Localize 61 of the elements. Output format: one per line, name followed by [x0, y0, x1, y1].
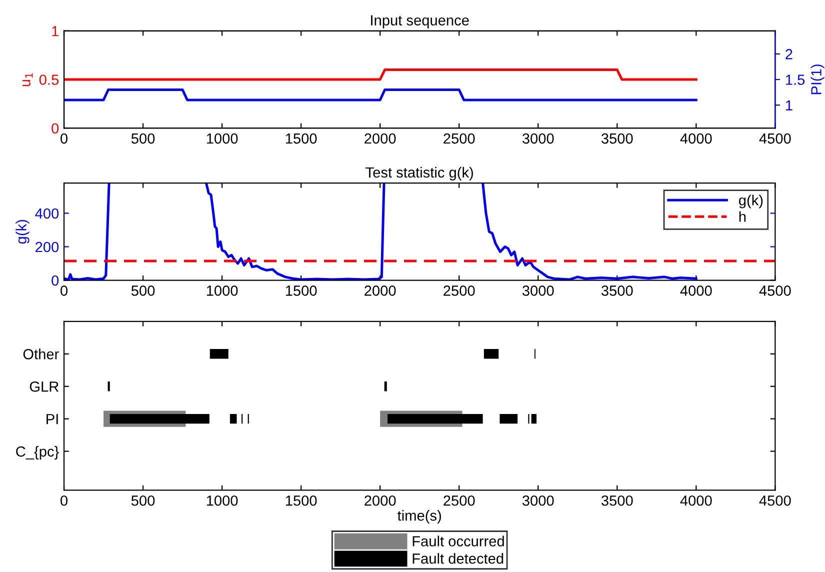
y-tick-label: GLR — [30, 381, 58, 392]
y-tick-label: 200 — [36, 242, 59, 252]
legend-label: Fault detected — [412, 553, 504, 564]
x-tick-label: 0 — [60, 286, 68, 296]
chart-title: Test statistic g(k) — [366, 166, 473, 181]
y-tick-label: C_{pc} — [16, 446, 59, 460]
bar — [388, 414, 483, 424]
y-tick-label: 0 — [52, 275, 59, 286]
y-tick-label: 0.5 — [39, 74, 59, 85]
x-tick-label: 3500 — [601, 133, 633, 144]
x-tick-label: 3000 — [522, 286, 554, 296]
x-tick-label: 4000 — [680, 133, 712, 144]
x-tick-label: 4000 — [680, 495, 712, 506]
bar — [384, 381, 387, 392]
x-tick-label: 1000 — [206, 495, 238, 506]
chart-title: Input sequence — [371, 15, 469, 28]
y2-tick-label: 1.5 — [786, 74, 805, 85]
y-axis-title: u$_{1}$ — [22, 73, 33, 86]
x-tick-label: 0 — [60, 495, 68, 506]
legend-label: g(k) — [739, 194, 763, 208]
x-tick-label: 1500 — [286, 286, 317, 296]
bar — [210, 349, 228, 359]
x-axis-title: time(s) — [398, 510, 441, 524]
y-tick-label: PI — [46, 414, 58, 424]
bar — [110, 414, 210, 424]
x-tick-label: 3000 — [522, 133, 554, 144]
x-tick-label: 2000 — [364, 133, 396, 144]
bar — [500, 414, 518, 424]
x-tick-label: 3000 — [522, 495, 554, 506]
x-tick-label: 1000 — [206, 133, 238, 144]
y-tick-label: 1 — [52, 26, 58, 36]
y2-tick-label: 1 — [786, 100, 792, 110]
x-tick-label: 2500 — [444, 133, 475, 144]
legend-label: Fault occurred — [412, 536, 504, 546]
x-tick-label: 500 — [131, 286, 155, 296]
x-tick-label: 500 — [131, 495, 155, 506]
x-tick-label: 2500 — [444, 286, 475, 296]
y2-tick-label: 2 — [786, 49, 792, 60]
x-tick-label: 0 — [60, 133, 68, 144]
y-tick-label: 0 — [52, 123, 59, 134]
x-tick-label: 2500 — [444, 495, 475, 506]
y-tick-label: Other — [23, 348, 59, 360]
bar — [230, 414, 237, 424]
y-axis-title: g(k) — [16, 220, 30, 244]
x-tick-label: 1000 — [206, 286, 238, 296]
legend-label: h — [739, 211, 746, 222]
y-tick-label: 400 — [35, 208, 59, 219]
x-tick-label: 4500 — [759, 133, 791, 144]
x-tick-label: 4500 — [759, 495, 791, 506]
x-tick-label: 500 — [131, 133, 155, 144]
y2-axis-title: PI(1) — [810, 64, 824, 94]
x-tick-label: 2000 — [364, 495, 396, 506]
x-tick-label: 2000 — [364, 286, 396, 296]
x-tick-label: 1500 — [286, 495, 317, 506]
x-tick-label: 4500 — [759, 286, 791, 296]
bar — [531, 414, 537, 424]
x-tick-label: 3500 — [601, 286, 633, 296]
x-tick-label: 1500 — [286, 133, 317, 144]
x-tick-label: 3500 — [601, 495, 633, 506]
x-tick-label: 4000 — [680, 286, 712, 296]
bar — [484, 349, 499, 359]
